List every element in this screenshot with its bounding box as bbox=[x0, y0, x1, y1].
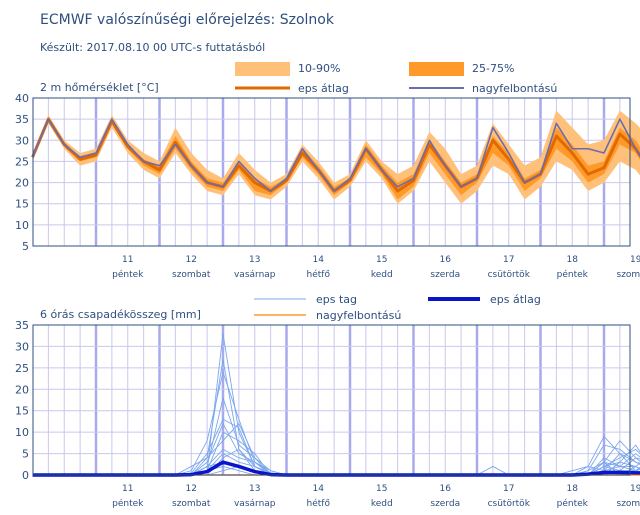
legend-label-10-90: 10-90% bbox=[298, 62, 340, 75]
day-number-label: 16 bbox=[440, 255, 452, 265]
y-tick-label: 30 bbox=[15, 340, 29, 353]
day-number-label: 12 bbox=[186, 484, 197, 494]
day-name-label: csütörtök bbox=[488, 499, 531, 509]
day-number-label: 15 bbox=[376, 484, 387, 494]
day-name-label: péntek bbox=[557, 269, 589, 280]
temp-y-ticks: 5 10 15 20 25 30 35 40 bbox=[15, 92, 29, 253]
temp-plot-frame bbox=[32, 97, 631, 247]
day-number-label: 18 bbox=[567, 255, 579, 265]
day-number-label: 11 bbox=[122, 484, 133, 494]
precip-y-ticks: 0 5 10 15 20 25 30 35 bbox=[15, 319, 29, 482]
day-name-label: péntek bbox=[112, 269, 144, 280]
y-tick-label: 15 bbox=[15, 405, 29, 418]
day-name-label: szombat bbox=[172, 270, 211, 280]
eps-mean-temp-line bbox=[31, 117, 640, 193]
legend-label-eps-mean: eps átlag bbox=[298, 82, 349, 95]
temp-x-ticks: 11 péntek 12 szombat 13 vasárnap 14 hétfő 15 kedd… bbox=[112, 255, 640, 280]
precip-plot-frame bbox=[32, 324, 631, 476]
y-tick-label: 20 bbox=[15, 177, 29, 190]
y-tick-label: 35 bbox=[15, 319, 29, 332]
eps-member-line bbox=[32, 453, 640, 476]
day-number-label: 19 bbox=[630, 484, 640, 494]
day-name-label: szerda bbox=[430, 499, 460, 509]
temp-panel-title: 2 m hőmérséklet [°C] bbox=[40, 81, 159, 94]
day-number-label: 13 bbox=[249, 255, 260, 265]
y-tick-label: 35 bbox=[15, 113, 29, 126]
day-name-label: szombat bbox=[172, 499, 211, 509]
y-tick-label: 10 bbox=[15, 426, 29, 439]
eps-member-line bbox=[32, 423, 640, 476]
y-tick-label: 30 bbox=[15, 134, 29, 147]
temp-band-25-75 bbox=[32, 117, 640, 200]
precip-panel-title: 6 órás csapadékösszeg [mm] bbox=[40, 308, 201, 321]
y-tick-label: 10 bbox=[15, 219, 29, 232]
eps-member-line bbox=[32, 371, 640, 476]
precip-grid bbox=[33, 325, 630, 475]
day-number-label: 19 bbox=[630, 255, 640, 265]
temp-band-10-90 bbox=[32, 110, 640, 204]
y-tick-label: 25 bbox=[15, 362, 29, 375]
day-number-label: 16 bbox=[440, 484, 452, 494]
day-name-label: csütörtök bbox=[488, 270, 531, 280]
y-tick-label: 40 bbox=[15, 92, 29, 105]
legend-label-hires-precip: nagyfelbontású bbox=[316, 309, 401, 322]
day-name-label: kedd bbox=[371, 270, 393, 280]
figure-subtitle: Készült: 2017.08.10 00 UTC-s futtatásból bbox=[40, 41, 265, 54]
figure-title: ECMWF valószínűségi előrejelzés: Szolnok bbox=[40, 12, 335, 28]
eps-member-line bbox=[32, 358, 640, 476]
day-name-label: péntek bbox=[112, 498, 144, 509]
legend-label-eps-mean-precip: eps átlag bbox=[490, 293, 541, 306]
y-tick-label: 15 bbox=[15, 198, 29, 211]
eps-member-line bbox=[32, 423, 640, 476]
temperature-panel: 5 10 15 20 25 30 35 40 11 péntek 12 szombat 13 vasár… bbox=[15, 92, 640, 280]
legend-label-hires: nagyfelbontású bbox=[472, 82, 557, 95]
hires-temp-line bbox=[31, 118, 640, 192]
y-tick-label: 20 bbox=[15, 383, 29, 396]
eps-member-line bbox=[32, 461, 640, 476]
day-name-label: hétfő bbox=[307, 269, 331, 280]
temp-legend: 10-90% 25-75% eps átlag nagyfelbontású bbox=[235, 62, 557, 95]
band-10-90-area bbox=[32, 110, 640, 204]
y-tick-label: 5 bbox=[22, 448, 29, 461]
legend-swatch-10-90 bbox=[235, 62, 290, 76]
day-name-label: kedd bbox=[371, 499, 393, 509]
y-tick-label: 25 bbox=[15, 155, 29, 168]
legend-swatch-25-75 bbox=[409, 62, 464, 76]
eps-member-line bbox=[32, 397, 640, 476]
day-number-label: 13 bbox=[249, 484, 260, 494]
day-name-label: hétfő bbox=[307, 498, 331, 509]
day-number-label: 17 bbox=[503, 484, 514, 494]
precip-legend: eps tag eps átlag nagyfelbontású bbox=[254, 293, 541, 322]
precip-lines bbox=[32, 460, 640, 477]
day-number-label: 12 bbox=[186, 255, 197, 265]
day-number-label: 11 bbox=[122, 255, 133, 265]
day-name-label: szerda bbox=[430, 270, 460, 280]
day-name-label: vasárnap bbox=[234, 499, 276, 509]
precipitation-panel: 0 5 10 15 20 25 30 35 11 péntek 12 szombat 13 vasárn… bbox=[15, 319, 640, 509]
day-name-label: szombat bbox=[617, 270, 640, 280]
eps-member-line bbox=[32, 418, 640, 476]
day-number-label: 18 bbox=[567, 484, 579, 494]
day-number-label: 14 bbox=[313, 484, 325, 494]
day-name-label: szombat bbox=[617, 499, 640, 509]
day-name-label: vasárnap bbox=[234, 270, 276, 280]
temp-lines bbox=[31, 117, 640, 193]
precip-x-ticks: 11 péntek 12 szombat 13 vasárnap 14 hétfő 15 kedd… bbox=[112, 484, 640, 509]
eps-mean-precip-line bbox=[32, 460, 640, 477]
band-25-75-area bbox=[32, 117, 640, 200]
day-number-label: 15 bbox=[376, 255, 387, 265]
eps-member-line bbox=[32, 461, 640, 476]
y-tick-label: 0 bbox=[22, 469, 29, 482]
legend-label-25-75: 25-75% bbox=[472, 62, 514, 75]
day-number-label: 17 bbox=[503, 255, 514, 265]
legend-label-eps-member: eps tag bbox=[316, 293, 357, 306]
day-name-label: péntek bbox=[557, 498, 589, 509]
y-tick-label: 5 bbox=[22, 240, 29, 253]
day-number-label: 14 bbox=[313, 255, 325, 265]
